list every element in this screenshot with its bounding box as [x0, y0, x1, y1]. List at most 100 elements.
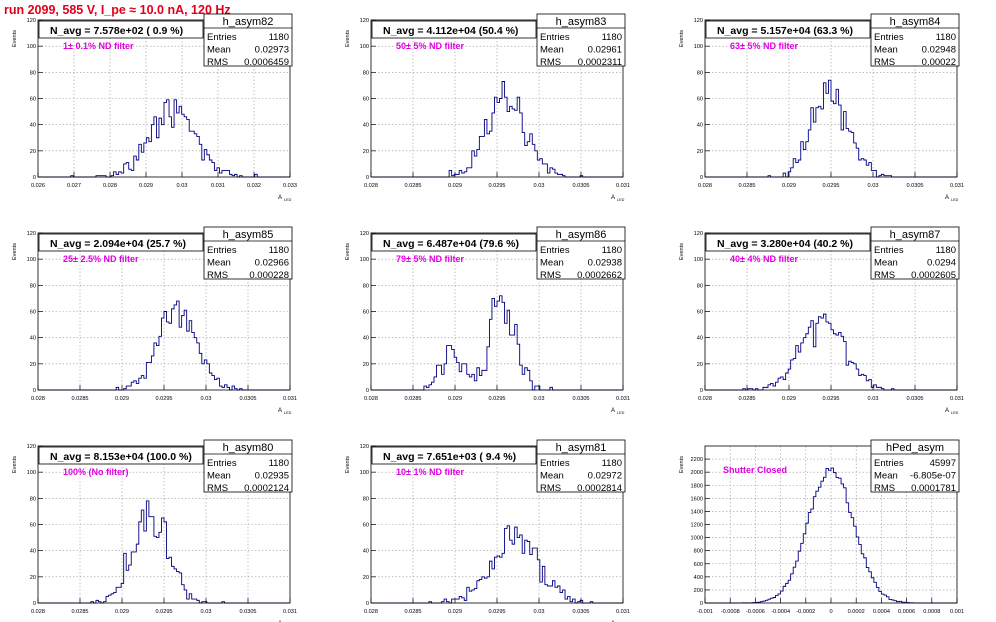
- x-tick-label: 0.028: [698, 183, 712, 189]
- x-axis-label-sub: LED: [284, 411, 292, 415]
- stats-key: Mean: [207, 45, 231, 56]
- y-tick-label: 40: [363, 549, 369, 555]
- y-tick-label: 20: [30, 575, 36, 581]
- x-tick-label: 0.028: [698, 396, 712, 402]
- x-tick-label: 0.026: [31, 183, 45, 189]
- stats-key: Entries: [207, 32, 237, 43]
- y-tick-label: 100: [27, 44, 36, 50]
- n-avg-box: [371, 233, 537, 252]
- stats-value: 0.0006459: [244, 57, 289, 68]
- y-tick-label: 80: [363, 283, 369, 289]
- y-tick-label: 100: [360, 257, 369, 263]
- stats-value: 0.0002605: [911, 270, 956, 281]
- n-avg-box: [38, 446, 204, 465]
- x-tick-label: 0.0305: [906, 396, 923, 402]
- x-tick-label: -0.0004: [771, 609, 790, 615]
- n-avg-box: [705, 20, 871, 39]
- y-tick-label: 100: [360, 44, 369, 50]
- x-tick-label: 0.0295: [822, 183, 839, 189]
- n-avg-label: N_avg = 6.487e+04 (79.6 %): [383, 238, 519, 250]
- y-tick-label: 40: [30, 336, 36, 342]
- y-tick-label: 60: [363, 310, 369, 316]
- y-tick-label: 80: [30, 283, 36, 289]
- plot-frame: [704, 445, 958, 604]
- stats-key: Entries: [874, 245, 904, 256]
- y-tick-label: 20: [30, 362, 36, 368]
- y-tick-label: 800: [694, 549, 703, 555]
- x-tick-label: -0.0006: [746, 609, 765, 615]
- n-avg-label: N_avg = 7.651e+03 ( 9.4 %): [383, 451, 516, 463]
- stats-key: Mean: [874, 258, 898, 269]
- x-tick-label: 0.0285: [71, 609, 88, 615]
- y-tick-label: 100: [27, 470, 36, 476]
- x-axis-label-sub: LED: [617, 198, 625, 202]
- x-tick-label: 0.0305: [239, 396, 256, 402]
- histogram-line: [705, 467, 957, 604]
- stats-key: RMS: [207, 483, 228, 494]
- y-tick-label: 40: [30, 123, 36, 129]
- stats-key: RMS: [540, 57, 561, 68]
- y-tick-label: 40: [30, 549, 36, 555]
- y-tick-label: 2200: [691, 457, 703, 463]
- x-tick-label: 0.0285: [738, 396, 755, 402]
- stats-value: 0.02961: [588, 45, 622, 56]
- x-axis-label-sub: LED: [951, 411, 959, 415]
- stats-box: [536, 439, 626, 493]
- x-tick-label: 0.028: [103, 183, 117, 189]
- stats-key: Mean: [207, 258, 231, 269]
- x-tick-label: 0.03: [534, 609, 545, 615]
- stats-value: 1180: [602, 32, 622, 43]
- y-tick-label: 100: [360, 470, 369, 476]
- y-tick-label: 0: [366, 175, 369, 181]
- stats-title: h_asym84: [890, 16, 941, 28]
- x-tick-label: 0.031: [616, 183, 630, 189]
- y-tick-label: 100: [694, 44, 703, 50]
- x-tick-label: 0.031: [211, 183, 225, 189]
- x-axis-label-sub: LED: [951, 198, 959, 202]
- stats-box: [536, 13, 626, 67]
- y-tick-label: 40: [697, 336, 703, 342]
- x-tick-label: 0.03: [534, 396, 545, 402]
- y-tick-label: 40: [363, 336, 369, 342]
- plot-frame: [37, 232, 291, 391]
- y-tick-label: 120: [27, 444, 36, 450]
- stats-box: [203, 439, 293, 493]
- stats-value: 0.02973: [255, 45, 289, 56]
- y-tick-label: 0: [33, 175, 36, 181]
- filter-annotation: 79± 5% ND filter: [396, 254, 464, 264]
- plot-frame: [370, 232, 624, 391]
- x-tick-label: 0.0295: [155, 396, 172, 402]
- stats-value: 0.0002124: [244, 483, 289, 494]
- x-tick-label: 0.031: [283, 609, 297, 615]
- stats-key: RMS: [207, 270, 228, 281]
- stats-box: [870, 226, 960, 280]
- stats-key: Mean: [540, 258, 564, 269]
- stats-value: 0.0002311: [578, 57, 622, 68]
- y-tick-label: 60: [697, 97, 703, 103]
- n-avg-box: [38, 20, 204, 39]
- stats-value: 0.000228: [249, 270, 289, 281]
- y-tick-label: 60: [697, 310, 703, 316]
- stats-key: Mean: [874, 471, 898, 482]
- panel-h_asym80: 0.028 0.0285 0.029 0.0295 0.03 0.0305 0.031 0 20…: [12, 439, 297, 622]
- x-tick-label: 0.028: [364, 609, 378, 615]
- stats-key: Mean: [874, 45, 898, 56]
- filter-annotation: 1± 0.1% ND filter: [63, 41, 134, 51]
- x-tick-label: 0.029: [782, 396, 796, 402]
- filter-annotation: 100% (No filter): [63, 467, 129, 477]
- stats-key: Entries: [540, 32, 570, 43]
- n-avg-label: N_avg = 3.280e+04 (40.2 %): [717, 238, 853, 250]
- x-tick-label: 0.031: [950, 183, 964, 189]
- filter-annotation: 25± 2.5% ND filter: [63, 254, 139, 264]
- x-tick-label: 0.0305: [906, 183, 923, 189]
- plot-frame: [704, 19, 958, 178]
- stats-box: [536, 226, 626, 280]
- y-tick-label: 120: [694, 18, 703, 24]
- stats-box: [203, 226, 293, 280]
- y-tick-label: 1400: [691, 509, 703, 515]
- x-tick-label: 0.0285: [404, 396, 421, 402]
